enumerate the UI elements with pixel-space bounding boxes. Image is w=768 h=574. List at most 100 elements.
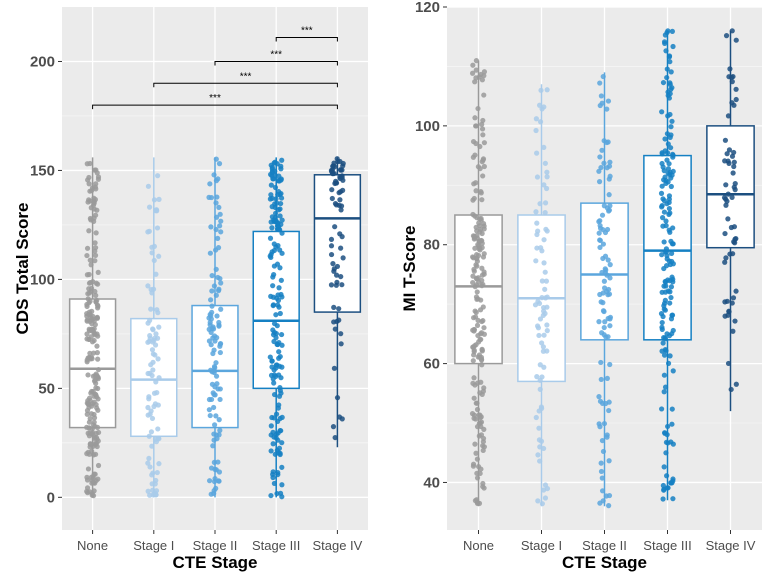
data-point bbox=[722, 137, 729, 143]
data-point bbox=[95, 356, 101, 362]
data-point bbox=[329, 187, 335, 193]
data-point bbox=[209, 381, 216, 387]
data-point bbox=[597, 154, 603, 160]
data-point bbox=[84, 451, 90, 457]
data-point bbox=[733, 96, 739, 103]
data-point bbox=[153, 271, 159, 277]
data-point bbox=[331, 268, 337, 274]
data-point bbox=[598, 93, 604, 99]
data-point bbox=[93, 385, 99, 391]
data-point bbox=[661, 372, 667, 378]
data-point bbox=[271, 391, 278, 398]
data-point bbox=[475, 332, 481, 339]
data-point bbox=[150, 359, 156, 365]
data-point bbox=[274, 341, 280, 347]
data-point bbox=[149, 244, 155, 250]
data-point bbox=[475, 296, 481, 302]
data-point bbox=[477, 337, 483, 343]
x-tick-label: None bbox=[463, 538, 494, 553]
data-point bbox=[602, 319, 608, 325]
data-point bbox=[658, 190, 665, 196]
data-point bbox=[533, 209, 539, 215]
data-point bbox=[539, 278, 545, 284]
data-point bbox=[731, 149, 737, 156]
data-point bbox=[730, 170, 736, 176]
y-tick-label: 80 bbox=[423, 237, 440, 254]
data-point bbox=[537, 386, 543, 392]
data-point bbox=[154, 469, 160, 476]
data-point bbox=[145, 183, 152, 189]
data-point bbox=[149, 472, 155, 478]
data-point bbox=[151, 257, 157, 264]
x-tick-label: Stage I bbox=[521, 538, 562, 553]
data-point bbox=[670, 368, 676, 374]
data-point bbox=[669, 312, 675, 318]
data-point bbox=[597, 80, 603, 86]
data-point bbox=[273, 411, 280, 417]
data-point bbox=[596, 179, 603, 185]
data-point bbox=[664, 74, 670, 81]
data-point bbox=[597, 102, 603, 109]
data-point bbox=[332, 326, 338, 332]
data-point bbox=[544, 328, 550, 334]
x-axis-title: CTE Stage bbox=[172, 553, 257, 572]
data-point bbox=[333, 180, 339, 186]
y-axis-title: CDS Total Score bbox=[13, 203, 32, 335]
significance-bracket bbox=[275, 37, 338, 42]
data-point bbox=[85, 398, 91, 404]
data-point bbox=[479, 197, 485, 203]
data-point bbox=[274, 295, 280, 301]
data-point bbox=[473, 309, 479, 315]
data-point bbox=[216, 432, 222, 438]
data-point bbox=[666, 95, 672, 101]
data-point bbox=[725, 191, 731, 197]
data-point bbox=[149, 415, 156, 422]
data-point bbox=[273, 312, 279, 318]
data-point bbox=[727, 66, 733, 72]
data-point bbox=[480, 281, 486, 288]
data-point bbox=[92, 240, 98, 246]
data-point bbox=[473, 224, 479, 230]
data-point bbox=[95, 476, 101, 482]
data-point bbox=[92, 252, 99, 259]
data-point bbox=[145, 283, 151, 289]
data-point bbox=[659, 215, 666, 221]
data-point bbox=[667, 210, 673, 216]
data-point bbox=[480, 304, 486, 310]
data-point bbox=[473, 450, 479, 456]
data-point bbox=[145, 229, 151, 235]
data-point bbox=[664, 150, 671, 156]
data-point bbox=[659, 150, 665, 156]
data-point bbox=[670, 261, 676, 267]
data-point bbox=[95, 281, 101, 287]
data-point bbox=[84, 272, 90, 278]
data-point bbox=[340, 255, 346, 261]
data-point bbox=[533, 258, 539, 264]
data-point bbox=[86, 228, 92, 234]
data-point bbox=[87, 160, 93, 167]
significance-label: *** bbox=[240, 71, 252, 82]
data-point bbox=[538, 87, 544, 93]
data-point bbox=[86, 354, 92, 361]
data-point bbox=[277, 490, 284, 496]
data-point bbox=[86, 280, 93, 286]
data-point bbox=[156, 375, 162, 381]
data-point bbox=[208, 313, 214, 319]
data-point bbox=[533, 127, 539, 134]
data-point bbox=[268, 432, 274, 438]
x-tick-label: Stage II bbox=[582, 538, 627, 553]
data-point bbox=[537, 362, 543, 368]
data-point bbox=[544, 294, 550, 300]
data-point bbox=[150, 326, 156, 332]
data-point bbox=[722, 230, 728, 237]
data-point bbox=[332, 201, 339, 207]
data-point bbox=[540, 312, 546, 318]
data-point bbox=[664, 473, 670, 479]
data-point bbox=[145, 404, 151, 411]
data-point bbox=[471, 395, 477, 401]
data-point bbox=[659, 204, 665, 210]
data-point bbox=[535, 498, 541, 504]
data-point bbox=[474, 263, 480, 269]
data-point bbox=[733, 86, 739, 92]
data-point bbox=[471, 315, 477, 321]
